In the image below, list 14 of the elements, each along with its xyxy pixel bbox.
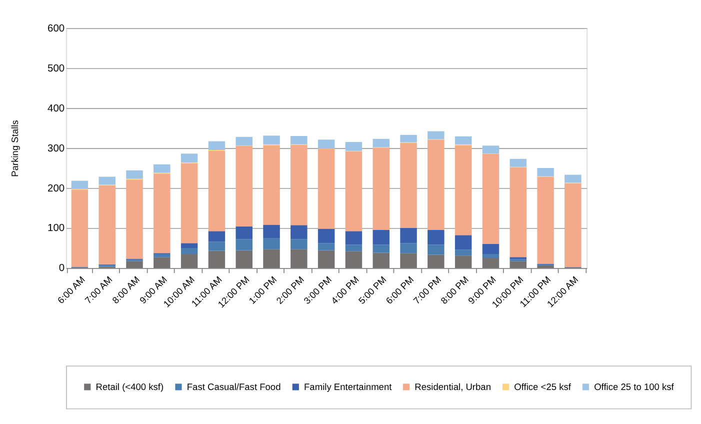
y-axis-title: Parking Stalls bbox=[10, 120, 20, 177]
legend-label: Office 25 to 100 ksf bbox=[594, 382, 674, 392]
legend-label: Family Entertainment bbox=[304, 382, 392, 392]
y-tick-label: 100 bbox=[48, 223, 65, 234]
legend-label: Retail (<400 ksf) bbox=[96, 382, 164, 392]
y-tick-label: 200 bbox=[48, 183, 65, 194]
y-tick-label: 500 bbox=[48, 63, 65, 74]
y-tick-label: 400 bbox=[48, 103, 65, 114]
legend-label: Fast Casual/Fast Food bbox=[186, 382, 281, 392]
y-tick-label: 0 bbox=[58, 263, 65, 274]
y-tick-label: 300 bbox=[48, 143, 65, 154]
y-tick-label: 600 bbox=[48, 23, 65, 34]
legend-label: Residential, Urban bbox=[414, 382, 492, 392]
legend-label: Office <25 ksf bbox=[514, 382, 572, 392]
